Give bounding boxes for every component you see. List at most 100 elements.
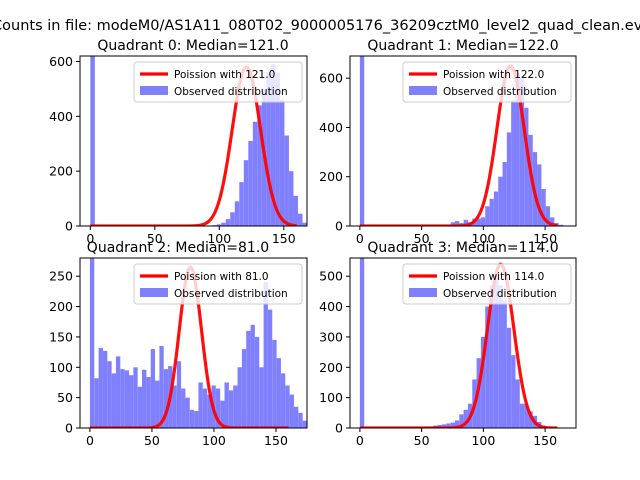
legend-box (133, 61, 303, 103)
x-tick-label: 0 (86, 231, 94, 246)
y-tick-label: 200 (319, 360, 343, 375)
histogram-bar (359, 258, 365, 428)
histogram-bar (288, 171, 294, 226)
histogram-bar (239, 182, 244, 226)
histogram-bar (297, 213, 303, 226)
histogram-bar (285, 385, 290, 428)
plot-area (359, 56, 568, 226)
histogram-bar (446, 423, 451, 428)
y-tick-label: 500 (319, 269, 343, 284)
histogram-bar (489, 198, 494, 226)
histogram-bar (115, 356, 121, 428)
histogram-bar (524, 403, 529, 428)
histogram-bar (220, 400, 225, 428)
histogram-bar (248, 141, 253, 226)
legend-label-observed: Observed distribution (174, 288, 288, 300)
histogram-bar (252, 121, 258, 226)
x-tick-label: 50 (414, 231, 430, 246)
histogram-bar (302, 420, 307, 428)
histogram-bar (498, 176, 503, 226)
x-tick-label: 150 (264, 433, 288, 448)
histogram-bar (216, 224, 222, 226)
x-tick-label: 100 (207, 231, 231, 246)
histogram-bar (133, 367, 138, 428)
histogram-bar (250, 324, 255, 428)
histogram-bar (234, 201, 240, 226)
y-tick-label: 100 (49, 360, 73, 375)
histogram-bar (267, 309, 273, 428)
panel-quadrant-0: Quadrant 0: Median=121.0 0 50 100 150 0 200 40… (49, 38, 308, 246)
histogram-bar (454, 221, 460, 226)
histogram-bar (506, 132, 512, 226)
y-tick-label: 200 (49, 164, 73, 179)
axes-frame (349, 257, 577, 429)
y-tick-label: 400 (319, 299, 343, 314)
y-tick-label: 50 (57, 390, 73, 405)
histogram-bar (519, 403, 525, 428)
y-tick-label: 600 (49, 54, 73, 69)
histogram-bar (359, 56, 365, 226)
plot-area (359, 258, 558, 428)
histogram-bar (463, 409, 468, 428)
axes-frame (79, 257, 308, 429)
histogram-bar (515, 73, 520, 226)
panel-quadrant-2: Quadrant 2: Median=81.0 0 50 100 150 0 50 100 1… (49, 240, 308, 448)
histogram-bar (270, 64, 276, 226)
legend-label-observed: Observed distribution (443, 288, 557, 300)
panel-title: Quadrant 0: Median=121.0 (97, 38, 288, 54)
histogram-bar (243, 160, 249, 226)
histogram-bar (289, 394, 294, 428)
histogram-bar (293, 195, 298, 226)
plot-area (90, 56, 307, 226)
x-tick-label: 50 (414, 433, 430, 448)
histogram-bar (279, 99, 285, 226)
histogram-bar (550, 217, 555, 226)
x-tick-label: 0 (356, 231, 364, 246)
legend: Poission with 121.0 Observed distribution (133, 61, 303, 103)
histogram-bar (506, 327, 512, 428)
histogram-bar (502, 300, 507, 428)
y-tick-label: 0 (335, 421, 343, 436)
histogram-bar (194, 411, 199, 428)
histogram-bar (237, 367, 242, 428)
histogram-bar (502, 161, 507, 226)
histogram-bar (272, 339, 277, 428)
histogram-bar (480, 217, 486, 226)
panel-quadrant-3: Quadrant 3: Median=114.0 0 50 100 150 0 100 20… (319, 240, 577, 448)
histogram-bar (241, 349, 247, 428)
y-tick-label: 0 (65, 421, 73, 436)
histogram-bar (480, 336, 486, 428)
histogram-bar (111, 373, 116, 428)
histogram-bar (276, 358, 281, 428)
histogram-bar (90, 56, 95, 226)
legend: Poission with 81.0 Observed distribution (133, 263, 303, 305)
histogram-bar (89, 258, 95, 428)
x-tick-label: 150 (533, 231, 557, 246)
legend-box (133, 263, 303, 305)
histogram-bar (489, 285, 494, 428)
x-tick-label: 100 (471, 231, 495, 246)
histogram-bar (202, 388, 208, 428)
legend-hist-swatch (409, 288, 437, 297)
legend-label-poisson: Poission with 122.0 (443, 69, 544, 81)
poisson-curve (359, 262, 558, 428)
y-tick-label: 0 (65, 219, 73, 234)
histogram-bar (230, 212, 235, 226)
histogram-bar (146, 377, 151, 428)
legend-box (402, 263, 572, 305)
legend-box (402, 61, 572, 103)
histogram-bar (558, 224, 564, 226)
legend-label-poisson: Poission with 81.0 (174, 271, 269, 283)
histogram-bar (181, 388, 186, 428)
histogram-bar (524, 107, 529, 226)
y-tick-label: 600 (319, 71, 343, 86)
histogram-bar (537, 164, 542, 226)
histogram-bar (172, 385, 177, 428)
histogram-bar (541, 189, 546, 226)
legend-hist-swatch (140, 288, 168, 297)
y-tick-label: 400 (49, 109, 73, 124)
histogram-bar (257, 105, 262, 226)
histogram-bar (98, 347, 103, 428)
histogram-bar (159, 346, 164, 428)
histogram-bar (221, 222, 226, 226)
